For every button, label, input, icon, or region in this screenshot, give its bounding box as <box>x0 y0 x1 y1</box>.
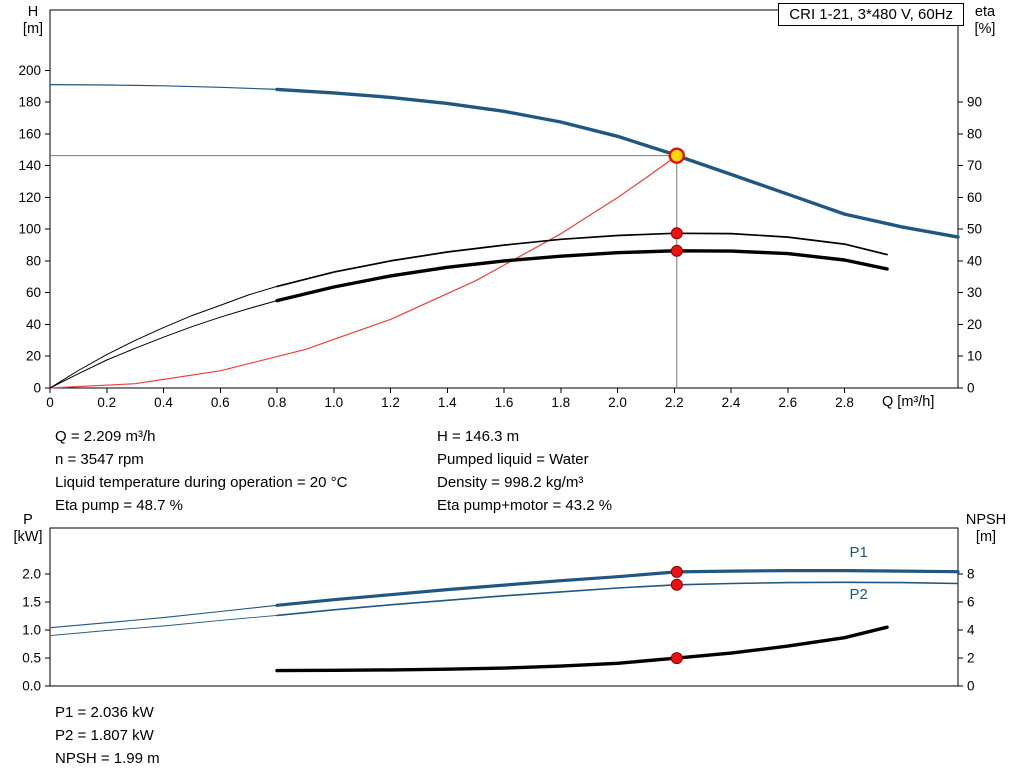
annotation-flow: Q = 2.209 m³/h <box>55 428 156 445</box>
eta-axis-symbol: eta <box>974 4 996 20</box>
h-axis-symbol: H <box>27 4 39 20</box>
y-tick-label-right: 0 <box>967 381 975 396</box>
y-tick-label-left: 200 <box>18 63 41 78</box>
annotation-p2: P2 = 1.807 kW <box>55 727 154 744</box>
y-tick-label-right: 6 <box>967 594 975 609</box>
y-tick-label-right: 0 <box>967 679 975 694</box>
q-axis-label: Q [m³/h] <box>882 394 935 410</box>
y-tick-label-right: 90 <box>967 95 982 110</box>
x-tick-label: 1.0 <box>324 395 343 410</box>
p1-point <box>670 565 683 578</box>
y-tick-label-left: 100 <box>18 222 41 237</box>
npsh-curve <box>275 625 889 673</box>
system-curve <box>49 155 678 389</box>
annotation-speed: n = 3547 rpm <box>55 451 144 468</box>
eta-pump-point <box>670 227 683 240</box>
p1-curve-lead <box>49 604 278 629</box>
p2-curve <box>276 581 959 617</box>
x-tick-label: 0 <box>46 395 54 410</box>
y-tick-label-left: 120 <box>18 190 41 205</box>
y-tick-label-left: 1.0 <box>22 622 41 637</box>
eta-pump-curve <box>276 232 888 288</box>
npsh-axis-unit: [m] <box>975 529 997 545</box>
npsh-axis-label: NPSH [m] <box>956 512 1016 546</box>
y-tick-label-left: 60 <box>26 285 41 300</box>
annotation-eta-pump: Eta pump = 48.7 % <box>55 497 183 514</box>
y-tick-label-right: 30 <box>967 285 982 300</box>
power-npsh-chart: 0.0 0.5 1.0 1.5 2.0 0 2 4 6 8 P1 P2 <box>22 527 975 694</box>
pump-curve <box>275 87 960 239</box>
eta-pump-lead <box>49 285 278 389</box>
pump-title-box: CRI 1-21, 3*480 V, 60Hz <box>778 3 964 26</box>
duty-point[interactable] <box>668 147 686 164</box>
annotation-npsh: NPSH = 1.99 m <box>55 750 160 767</box>
plot-frame <box>49 527 959 687</box>
y-tick-label-right: 2 <box>967 650 975 665</box>
x-tick-label: 0.4 <box>154 395 173 410</box>
y-tick-label-left: 1.5 <box>22 594 41 609</box>
p2-point <box>670 578 683 591</box>
annotation-eta-pump-motor: Eta pump+motor = 43.2 % <box>437 497 613 514</box>
plot-frame <box>49 9 959 389</box>
x-tick-label: 1.2 <box>381 395 400 410</box>
y-tick-label-right: 4 <box>967 622 975 637</box>
hq-eta-chart: 0 20 40 60 80 100 120 140 160 180 200 0 10 20 30 40 50 60… <box>18 9 982 410</box>
y-tick-label-left: 0.5 <box>22 650 41 665</box>
p-axis-unit: [kW] <box>13 529 43 545</box>
p2-label: P2 <box>850 586 868 603</box>
npsh-axis-symbol: NPSH <box>965 512 1007 528</box>
x-tick-label: 0.8 <box>268 395 287 410</box>
x-tick-label: 2.2 <box>665 395 684 410</box>
y-tick-label-left: 160 <box>18 126 41 141</box>
y-tick-label-left: 0.0 <box>22 679 41 694</box>
x-tick-label: 1.4 <box>438 395 457 410</box>
y-tick-label-right: 20 <box>967 317 982 332</box>
x-tick-label: 0.6 <box>211 395 230 410</box>
x-tick-label: 1.8 <box>551 395 570 410</box>
duty-annotations-left: Q = 2.209 m³/h n = 3547 rpm Liquid tempe… <box>55 425 347 517</box>
y-tick-label-right: 70 <box>967 158 982 173</box>
annotation-head: H = 146.3 m <box>437 428 520 445</box>
y-tick-label-right: 40 <box>967 253 982 268</box>
p2-curve-lead <box>49 614 278 637</box>
x-tick-label: 2.4 <box>722 395 741 410</box>
eta-axis-unit: [%] <box>974 21 996 37</box>
y-tick-label-right: 50 <box>967 222 982 237</box>
y-tick-label-left: 80 <box>26 253 41 268</box>
y-tick-label-right: 10 <box>967 349 982 364</box>
eta-pump-motor-lead <box>49 300 278 389</box>
x-tick-label: 0.2 <box>97 395 116 410</box>
power-annotations: P1 = 2.036 kW P2 = 1.807 kW NPSH = 1.99 … <box>55 701 160 770</box>
duty-annotations-right: H = 146.3 m Pumped liquid = Water Densit… <box>437 425 612 517</box>
x-tick-label: 2.0 <box>608 395 627 410</box>
x-tick-label: 1.6 <box>495 395 514 410</box>
annotation-liquid-temp: Liquid temperature during operation = 20… <box>55 474 348 491</box>
annotation-pumped-liquid: Pumped liquid = Water <box>437 451 589 468</box>
y-tick-label-left: 20 <box>26 349 41 364</box>
annotation-density: Density = 998.2 kg/m³ <box>437 474 584 491</box>
y-tick-label-right: 60 <box>967 190 982 205</box>
annotation-p1: P1 = 2.036 kW <box>55 704 154 721</box>
x-tick-label: 2.8 <box>835 395 854 410</box>
p-axis-symbol: P <box>23 512 33 528</box>
y-tick-label-right: 8 <box>967 566 975 581</box>
npsh-point <box>670 652 683 665</box>
y-tick-label-left: 140 <box>18 158 41 173</box>
p1-curve <box>275 568 960 607</box>
h-axis-label: H [m] <box>14 4 52 38</box>
y-tick-label-left: 2.0 <box>22 566 41 581</box>
eta-pump-motor-curve <box>275 249 889 303</box>
y-tick-label-left: 180 <box>18 95 41 110</box>
y-tick-label-right: 80 <box>967 126 982 141</box>
y-tick-label-left: 0 <box>33 381 41 396</box>
p-axis-label: P [kW] <box>6 512 50 546</box>
y-tick-label-left: 40 <box>26 317 41 332</box>
pump-curve-lead <box>49 83 278 91</box>
p1-label: P1 <box>850 544 868 561</box>
x-tick-label: 2.6 <box>778 395 797 410</box>
eta-pump-motor-point <box>670 244 683 257</box>
eta-axis-label: eta [%] <box>962 4 1008 38</box>
h-axis-unit: [m] <box>22 21 44 37</box>
